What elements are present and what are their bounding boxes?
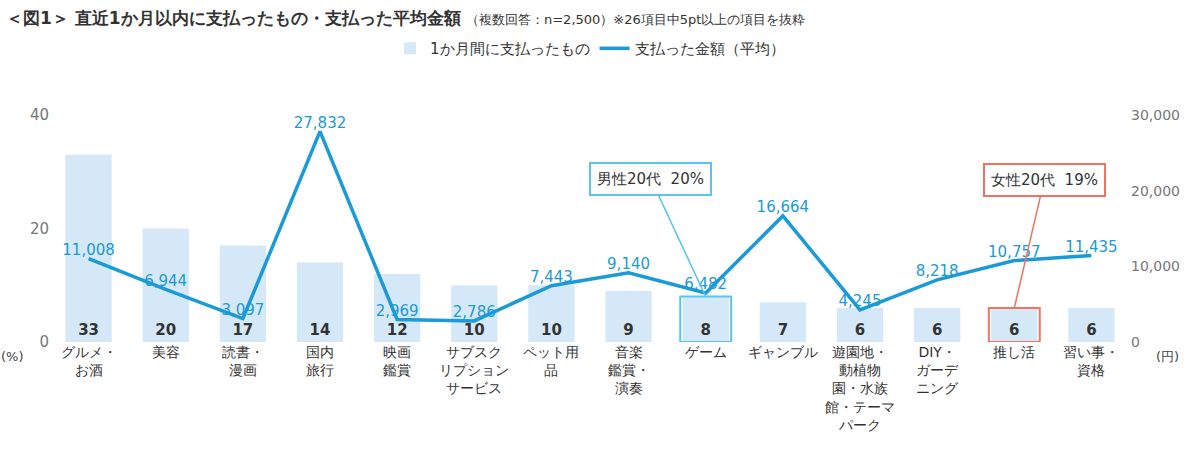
- svg-text:10,757: 10,757: [988, 243, 1041, 261]
- svg-text:ペット用品: ペット用品: [523, 344, 579, 378]
- svg-text:6,482: 6,482: [684, 275, 727, 293]
- svg-text:20,000: 20,000: [1131, 183, 1180, 199]
- svg-text:6: 6: [1009, 321, 1019, 339]
- svg-text:10: 10: [464, 321, 485, 339]
- svg-text:40: 40: [30, 106, 49, 124]
- svg-text:(%): (%): [1, 349, 24, 364]
- svg-text:DIY・ガーデニング: DIY・ガーデニング: [916, 344, 959, 396]
- svg-text:遊園地・動植物園・水族館・テーマパーク: 遊園地・動植物園・水族館・テーマパーク: [825, 344, 895, 433]
- svg-text:16,664: 16,664: [757, 198, 810, 216]
- svg-text:7: 7: [778, 321, 788, 339]
- svg-text:0: 0: [1131, 334, 1140, 350]
- svg-text:6: 6: [855, 321, 865, 339]
- svg-text:14: 14: [310, 321, 331, 339]
- svg-text:女性20代 19%: 女性20代 19%: [991, 171, 1098, 189]
- svg-text:6,944: 6,944: [144, 272, 187, 290]
- svg-text:6: 6: [1086, 321, 1096, 339]
- svg-text:4,245: 4,245: [839, 292, 882, 310]
- svg-text:27,832: 27,832: [294, 114, 347, 132]
- svg-text:読書・漫画: 読書・漫画: [222, 344, 264, 378]
- svg-text:11,435: 11,435: [1065, 238, 1118, 256]
- svg-text:6: 6: [932, 321, 942, 339]
- svg-text:7,443: 7,443: [530, 268, 573, 286]
- svg-text:17: 17: [232, 321, 253, 339]
- svg-text:11,008: 11,008: [62, 241, 115, 259]
- svg-text:9,140: 9,140: [607, 255, 650, 273]
- svg-text:20: 20: [155, 321, 176, 339]
- svg-text:10,000: 10,000: [1131, 258, 1180, 274]
- svg-text:音楽鑑賞・演奏: 音楽鑑賞・演奏: [608, 344, 650, 396]
- svg-text:男性20代 20%: 男性20代 20%: [597, 170, 704, 188]
- svg-text:習い事・資格: 習い事・資格: [1063, 344, 1119, 378]
- svg-text:8,218: 8,218: [916, 262, 959, 280]
- svg-text:20: 20: [30, 220, 49, 238]
- svg-text:支払った金額（平均）: 支払った金額（平均）: [635, 40, 785, 58]
- svg-text:2,969: 2,969: [376, 302, 419, 320]
- svg-text:30,000: 30,000: [1131, 107, 1180, 123]
- svg-text:ギャンブル: ギャンブル: [748, 344, 818, 360]
- svg-text:グルメ・お酒: グルメ・お酒: [61, 344, 117, 378]
- svg-text:0: 0: [39, 333, 49, 351]
- svg-text:10: 10: [541, 321, 562, 339]
- svg-text:(円): (円): [1156, 349, 1179, 364]
- svg-text:1か月間に支払ったもの: 1か月間に支払ったもの: [430, 40, 590, 58]
- svg-text:9: 9: [623, 321, 633, 339]
- svg-text:サブスクリプションサービス: サブスクリプションサービス: [439, 344, 509, 396]
- svg-text:ゲーム: ゲーム: [685, 344, 727, 360]
- svg-text:＜図1＞ 直近1か月以内に支払ったもの・支払った平均金額 （: ＜図1＞ 直近1か月以内に支払ったもの・支払った平均金額 （複数回答：n=2,5…: [6, 8, 805, 28]
- svg-text:2,786: 2,786: [453, 303, 496, 321]
- svg-text:3,097: 3,097: [221, 301, 264, 319]
- svg-text:8: 8: [700, 321, 710, 339]
- svg-text:美容: 美容: [152, 344, 180, 360]
- svg-text:33: 33: [78, 321, 99, 339]
- svg-text:国内旅行: 国内旅行: [306, 344, 334, 378]
- svg-text:映画鑑賞: 映画鑑賞: [383, 344, 411, 378]
- svg-text:12: 12: [387, 321, 408, 339]
- svg-text:推し活: 推し活: [993, 344, 1035, 360]
